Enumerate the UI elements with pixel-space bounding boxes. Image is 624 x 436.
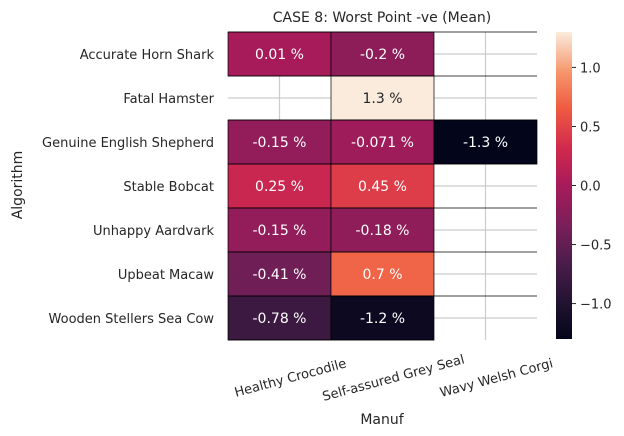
cell-label: -0.41 % (253, 267, 307, 283)
cell-label: -0.15 % (253, 135, 307, 151)
heatmap-cells: 0.01 % -0.2 % 1.3 % -0.15 % -0.071 % -1.3 % 0.… (227, 31, 538, 341)
cell-label: 0.25 % (255, 179, 304, 195)
cell-label: 0.45 % (358, 179, 407, 195)
colorbar-tick-label: −0.5 (580, 239, 612, 254)
heatmap-cell (227, 163, 332, 209)
cell-label: -1.3 % (463, 135, 508, 151)
y-tick-label: Upbeat Macaw (118, 268, 215, 283)
heatmap-cell (227, 207, 332, 253)
colorbar-ticks: −1.0 −0.5 0.0 0.5 1.0 (572, 61, 612, 313)
y-axis-label: Algorithm (10, 151, 26, 220)
cell-label: 1.3 % (362, 91, 402, 107)
heatmap-cell (330, 119, 435, 165)
cell-label: -0.78 % (253, 311, 307, 327)
cell-label: -0.2 % (360, 47, 405, 63)
heatmap-cell (330, 163, 435, 209)
colorbar (556, 32, 572, 339)
heatmap-cell (227, 31, 332, 77)
cell-label: -0.18 % (356, 223, 410, 239)
y-tick-label: Genuine English Shepherd (42, 136, 214, 151)
x-axis-label: Manuf (360, 412, 404, 428)
cell-label: 0.01 % (255, 47, 304, 63)
y-tick-labels: Accurate Horn Shark Fatal Hamster Genuine … (42, 48, 215, 327)
colorbar-tick-label: 0.5 (580, 120, 601, 135)
y-tick-label: Wooden Stellers Sea Cow (49, 312, 215, 327)
heatmap-cell (330, 251, 435, 297)
colorbar-tick-label: 0.0 (580, 180, 601, 195)
heatmap-cell (433, 119, 538, 165)
y-tick-label: Accurate Horn Shark (80, 48, 215, 63)
cell-label: -0.071 % (351, 135, 414, 151)
heatmap-cell (227, 251, 332, 297)
cell-label: -1.2 % (360, 311, 405, 327)
heatmap-cell (330, 295, 435, 341)
y-tick-label: Fatal Hamster (123, 92, 214, 107)
colorbar-tick-label: −1.0 (580, 298, 612, 313)
colorbar-tick-label: 1.0 (580, 61, 601, 76)
heatmap-cell (330, 207, 435, 253)
cell-label: -0.15 % (253, 223, 307, 239)
y-tick-label: Unhappy Aardvark (93, 224, 215, 239)
chart-title: CASE 8: Worst Point -ve (Mean) (273, 10, 492, 26)
cell-label: 0.7 % (362, 267, 402, 283)
y-tick-label: Stable Bobcat (123, 180, 214, 195)
